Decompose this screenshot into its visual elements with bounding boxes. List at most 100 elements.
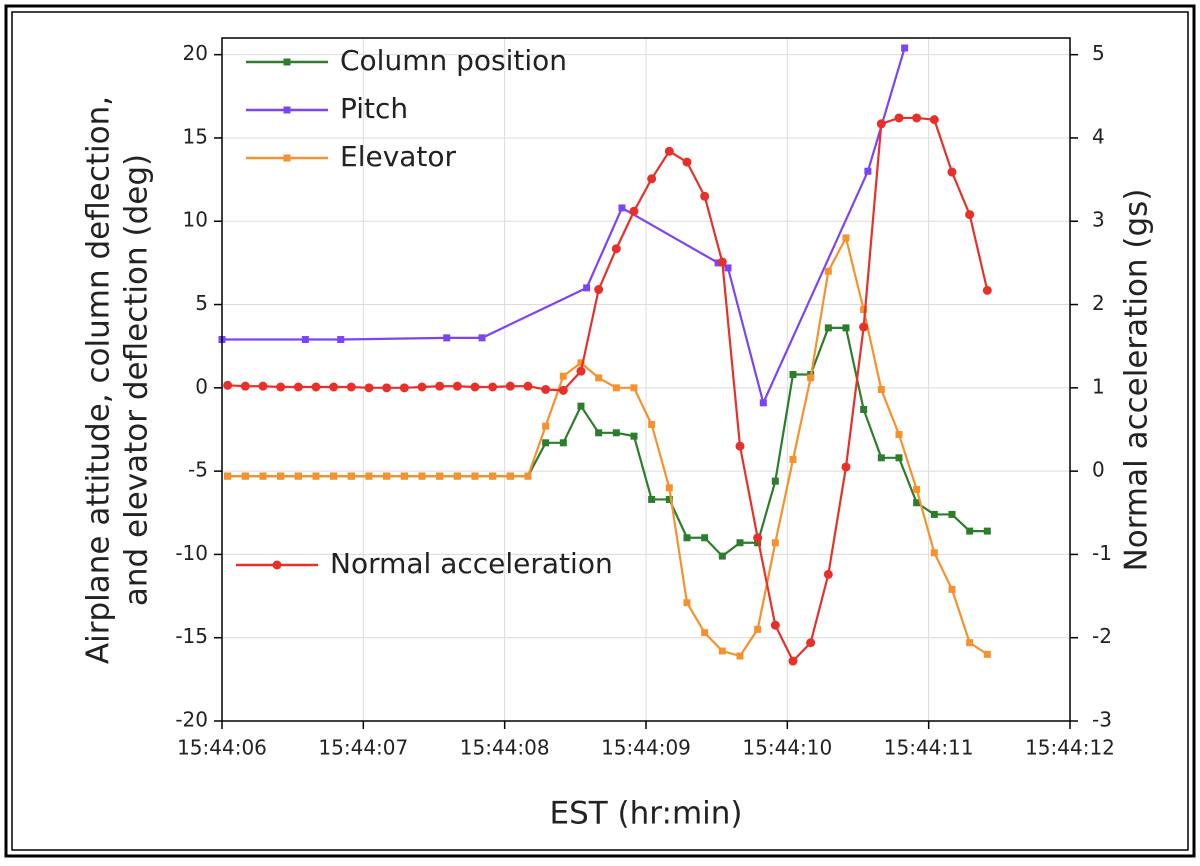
point: [665, 495, 673, 503]
point: [258, 381, 268, 391]
y2-tick-label: -2: [1092, 624, 1112, 648]
point: [860, 405, 868, 413]
point: [789, 455, 797, 463]
legend-marker: [283, 154, 291, 162]
point: [771, 477, 779, 485]
y-tick-label: -5: [188, 458, 208, 482]
point: [948, 585, 956, 593]
point: [901, 44, 909, 52]
point: [630, 384, 638, 392]
point: [312, 472, 320, 480]
series-line: [227, 234, 988, 658]
point: [736, 539, 744, 547]
point: [612, 429, 620, 437]
point: [912, 113, 922, 123]
x-tick-label: 15:44:09: [601, 736, 691, 760]
y2-tick-label: 3: [1092, 208, 1105, 232]
point: [523, 381, 533, 391]
y-tick-label: -10: [175, 541, 208, 565]
point: [683, 534, 691, 542]
point: [470, 382, 480, 392]
point: [453, 472, 461, 480]
point: [648, 420, 656, 428]
point: [965, 210, 975, 220]
point: [841, 462, 851, 472]
point: [277, 472, 285, 480]
point: [806, 638, 816, 648]
point: [948, 510, 956, 518]
point: [223, 380, 233, 390]
y2-axis-title: Normal acceleration (gs): [1119, 189, 1155, 572]
point: [383, 472, 391, 480]
y-tick-label: 5: [195, 291, 208, 315]
point: [966, 527, 974, 535]
y2-tick-label: -3: [1092, 708, 1112, 732]
point: [542, 439, 550, 447]
point: [966, 639, 974, 647]
point: [735, 441, 745, 451]
point: [524, 472, 532, 480]
point: [478, 334, 486, 342]
point: [577, 402, 585, 410]
point: [913, 485, 921, 493]
point: [294, 472, 302, 480]
point: [759, 399, 767, 407]
point: [382, 383, 392, 393]
point: [618, 204, 626, 212]
point: [823, 569, 833, 579]
plot: [218, 44, 992, 666]
point: [930, 549, 938, 557]
point: [788, 656, 798, 666]
point: [301, 336, 309, 344]
point: [330, 472, 338, 480]
series-line: [222, 47, 906, 407]
point: [647, 174, 657, 184]
y-tick-label: 10: [183, 208, 208, 232]
point: [877, 454, 885, 462]
y2-tick-label: 4: [1092, 124, 1105, 148]
point: [417, 382, 427, 392]
axes: 15:44:06 15:44:07 15:44:08 15:44:09 15:44:10…: [175, 41, 1115, 759]
x-axis-title: EST (hr:min): [550, 796, 743, 832]
point: [435, 381, 445, 391]
point: [595, 374, 603, 382]
point: [682, 157, 692, 167]
point: [311, 382, 321, 392]
y-axis-title: and elevator deflection (deg): [119, 154, 155, 606]
legend-marker: [283, 58, 291, 66]
legend-marker: [272, 560, 282, 570]
point: [576, 366, 586, 376]
point: [347, 472, 355, 480]
point: [947, 167, 957, 177]
point: [842, 324, 850, 332]
point: [895, 454, 903, 462]
point: [346, 382, 356, 392]
point: [577, 359, 585, 367]
point: [240, 381, 250, 391]
outer-frame: [4, 4, 1196, 858]
point: [471, 472, 479, 480]
point: [337, 336, 345, 344]
y-tick-label: 20: [183, 41, 208, 65]
point: [930, 510, 938, 518]
point: [789, 371, 797, 379]
point: [629, 206, 639, 216]
y2-tick-label: -1: [1092, 541, 1112, 565]
point: [542, 422, 550, 430]
point: [754, 625, 762, 633]
point: [895, 430, 903, 438]
y-tick-label: 15: [183, 124, 208, 148]
x-tick-label: 15:44:08: [460, 736, 550, 760]
x-tick-label: 15:44:11: [884, 736, 974, 760]
point: [736, 652, 744, 660]
point: [700, 191, 710, 201]
point: [876, 119, 886, 129]
legend-label: Column position: [340, 44, 567, 77]
point: [683, 599, 691, 607]
point: [859, 322, 869, 332]
point: [717, 257, 727, 267]
point: [583, 284, 591, 292]
legend-label: Normal acceleration: [330, 547, 613, 580]
point: [983, 527, 991, 535]
